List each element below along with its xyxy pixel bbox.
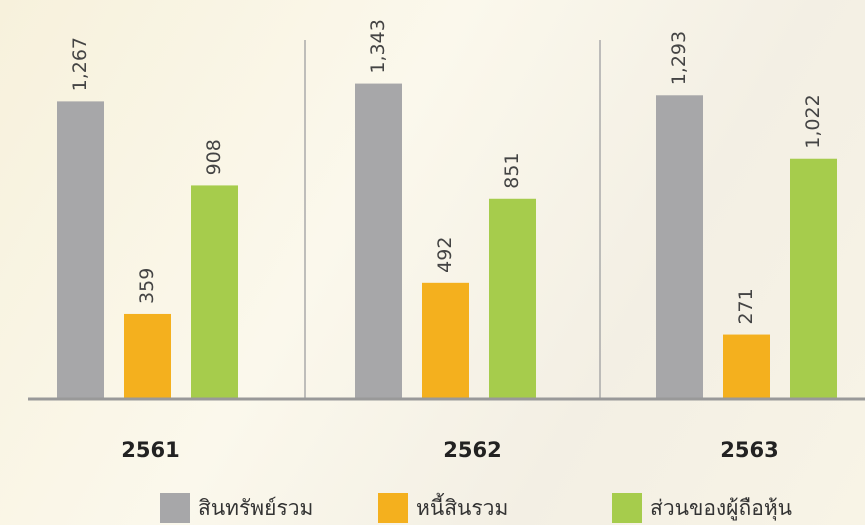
bar xyxy=(489,199,536,398)
chart: 1,267 359 908 2561 1,343 492 851 2562 1,293 271 1,… xyxy=(0,0,865,525)
value-label: 1,267 xyxy=(69,37,91,91)
value-label: 271 xyxy=(735,288,757,324)
bar xyxy=(57,101,104,398)
legend-label: สินทรัพย์รวม xyxy=(198,496,313,520)
bar xyxy=(191,185,238,398)
bar xyxy=(723,335,770,398)
x-tick-label: 2561 xyxy=(121,438,179,462)
value-label: 492 xyxy=(434,237,456,273)
page: {"chart_data": {"type": "bar", "categori… xyxy=(0,0,865,525)
legend-swatch xyxy=(378,493,408,523)
bar xyxy=(422,283,469,398)
bar xyxy=(790,159,837,398)
value-label: 908 xyxy=(203,139,225,175)
value-label: 1,022 xyxy=(802,94,824,148)
value-label: 359 xyxy=(136,268,158,304)
legend-label: ส่วนของผู้ถือหุ้น xyxy=(650,496,792,521)
x-tick-label: 2563 xyxy=(720,438,778,462)
legend-label: หนี้สินรวม xyxy=(416,493,508,520)
bar xyxy=(124,314,171,398)
value-label: 1,343 xyxy=(367,19,389,73)
legend-swatch xyxy=(160,493,190,523)
bar xyxy=(656,95,703,398)
value-label: 1,293 xyxy=(668,31,690,85)
value-label: 851 xyxy=(501,153,523,189)
x-tick-label: 2562 xyxy=(443,438,501,462)
bar xyxy=(355,84,402,398)
legend-swatch xyxy=(612,493,642,523)
